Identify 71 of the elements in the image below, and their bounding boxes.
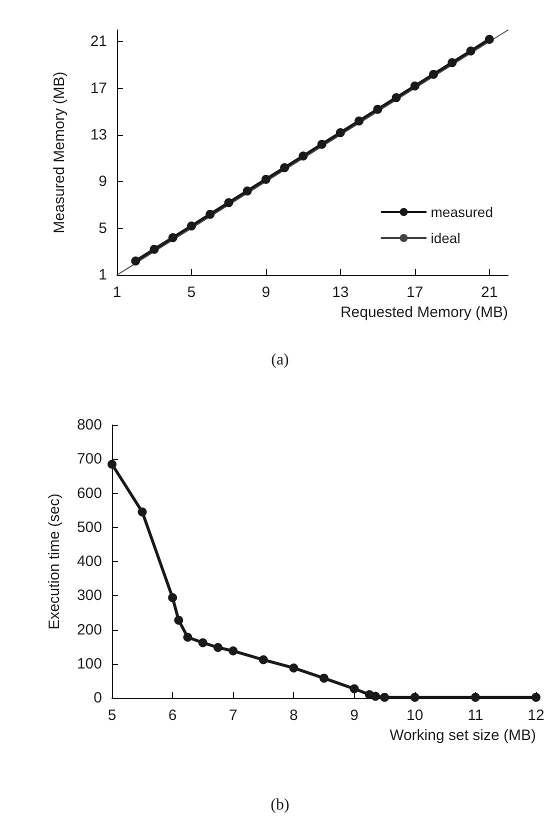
y-tick-label: 9 xyxy=(98,173,107,190)
point xyxy=(186,222,196,230)
y-tick-label: 600 xyxy=(76,484,102,502)
y-tick-label: 13 xyxy=(90,126,107,144)
text: (a) xyxy=(271,352,289,368)
text: (b) xyxy=(270,796,290,814)
point xyxy=(228,646,238,656)
point xyxy=(410,692,420,702)
point xyxy=(168,593,178,602)
y-tick-label: 700 xyxy=(76,450,102,468)
y-tick-label: 500 xyxy=(76,518,102,536)
y-tick-label: 21 xyxy=(90,33,107,50)
point xyxy=(298,152,308,160)
point xyxy=(174,616,184,625)
y-tick-label: 5 xyxy=(98,220,107,237)
y-tick-label: 1 xyxy=(98,266,107,284)
x-tick-label: 11 xyxy=(468,707,484,724)
y-axis-title: Measured Memory (MB) xyxy=(51,72,68,234)
point xyxy=(289,663,298,672)
y-tick-label: 300 xyxy=(76,587,102,604)
point xyxy=(373,104,382,114)
point xyxy=(336,128,345,138)
point xyxy=(242,186,252,196)
point xyxy=(354,116,364,126)
point xyxy=(317,140,326,149)
point xyxy=(131,256,140,266)
x-tick-label: 1 xyxy=(112,284,122,301)
x-tick-label: 7 xyxy=(228,707,238,724)
x-axis-title: Requested Memory (MB) xyxy=(340,304,508,321)
point xyxy=(350,684,359,694)
point xyxy=(484,34,494,44)
point xyxy=(392,93,401,102)
point xyxy=(466,46,476,56)
x-tick-label: 12 xyxy=(528,707,544,724)
point xyxy=(280,163,290,172)
point xyxy=(183,632,192,642)
point xyxy=(150,244,159,254)
x-tick-label: 10 xyxy=(406,707,424,724)
x-axis-title: Working set size (MB) xyxy=(390,727,536,744)
point xyxy=(168,233,178,242)
x-tick-label: 5 xyxy=(187,284,196,301)
point xyxy=(206,210,215,219)
point xyxy=(320,674,328,683)
x-tick-label: 8 xyxy=(290,707,298,724)
point xyxy=(108,460,116,469)
point xyxy=(198,638,208,648)
x-tick-label: 13 xyxy=(332,284,349,301)
point xyxy=(224,198,234,208)
y-axis-title: Execution time (sec) xyxy=(46,494,63,630)
x-tick-label: 6 xyxy=(168,707,177,724)
point xyxy=(448,58,457,68)
y-tick-label: 400 xyxy=(76,553,102,570)
y-tick-label: 100 xyxy=(76,655,102,672)
x-tick-label: 17 xyxy=(406,284,424,301)
legend-label: ideal xyxy=(430,230,460,246)
y-tick-label: 200 xyxy=(76,621,102,638)
point xyxy=(470,692,480,702)
x-tick-label: 21 xyxy=(481,284,498,301)
legend-label: measured xyxy=(430,204,494,220)
y-tick-label: 800 xyxy=(76,416,102,434)
x-tick-label: 9 xyxy=(262,284,270,301)
y-tick-label: 0 xyxy=(94,690,102,706)
y-tick-label: 17 xyxy=(90,80,107,97)
point xyxy=(429,70,438,79)
point xyxy=(410,82,420,90)
point xyxy=(138,508,147,517)
point xyxy=(380,692,390,702)
point xyxy=(261,174,270,184)
point xyxy=(214,642,222,652)
point xyxy=(258,655,268,664)
x-tick-label: 9 xyxy=(350,707,358,724)
